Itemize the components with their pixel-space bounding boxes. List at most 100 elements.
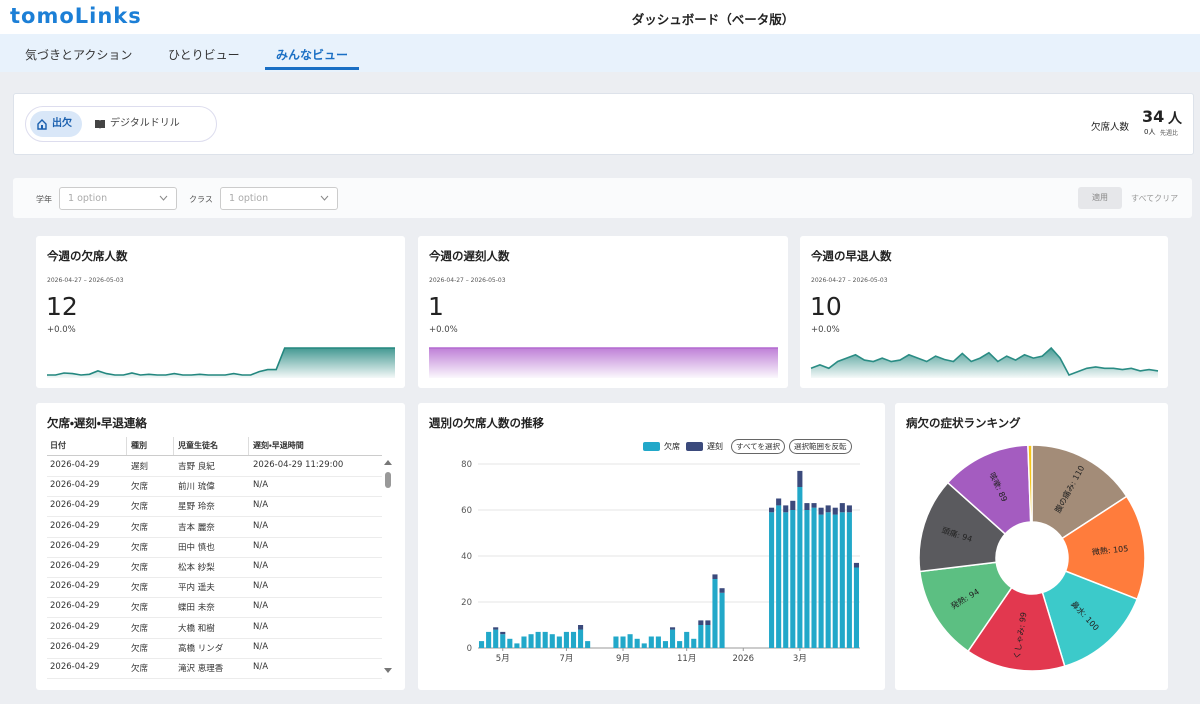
kpi-title: 今週の遅刻人数 [429, 249, 510, 263]
apply-button[interactable]: 適用 [1078, 187, 1122, 209]
kpi-change: +0.0% [811, 325, 840, 335]
summary-change-label: 先週比 [1160, 130, 1179, 137]
legend-button[interactable]: すべてを選択 [731, 439, 786, 454]
table-cell: 2026-04-29 11:29:00 [253, 460, 344, 470]
column-header[interactable]: 種別 [131, 441, 147, 450]
tab[interactable]: ひとりビュー [168, 48, 240, 62]
toggle-label: デジタルドリル [110, 118, 180, 129]
table-cell: 2026-04-29 [50, 480, 100, 491]
table-cell: 遅刻 [131, 462, 149, 472]
legend-label[interactable]: 欠席 [664, 442, 680, 451]
table-cell: 前川 琉偉 [178, 482, 215, 493]
kpi-card: 今週の欠席人数 2026-04-27 – 2026-05-03 12 +0.0% [36, 236, 405, 388]
table-cell: 松本 紗梨 [178, 563, 215, 573]
select[interactable]: 1 option [220, 187, 338, 210]
table-cell: 欠席 [131, 482, 149, 493]
table-cell: N/A [253, 662, 269, 672]
table-cell: 2026-04-29 [50, 601, 100, 612]
row-rule [47, 536, 382, 538]
clear-button[interactable]: すべてクリア [1131, 194, 1179, 203]
kpi-title: 今週の欠席人数 [47, 249, 128, 263]
row-rule [47, 637, 382, 639]
header-rule [47, 455, 382, 456]
table-cell: N/A [253, 561, 269, 571]
column-divider [126, 437, 127, 455]
kpi-value: 10 [810, 292, 842, 321]
row-rule [47, 678, 382, 679]
row-rule [47, 577, 382, 578]
row-rule [47, 476, 382, 477]
card-title: 病欠の症状ランキング [906, 416, 1021, 430]
table-cell: 欠席 [131, 502, 149, 513]
legend-swatch[interactable] [686, 442, 703, 451]
table-cell: 欠席 [131, 522, 149, 533]
row-rule [47, 516, 382, 518]
toggle-button[interactable]: デジタルドリル [88, 111, 190, 137]
column-header[interactable]: 日付 [50, 441, 66, 450]
table-cell: 星野 玲奈 [178, 502, 215, 513]
tab-underline [265, 67, 359, 70]
table-cell: 平内 遥夫 [178, 583, 215, 594]
tab-bar: 気づきとアクション ひとりビュー みんなビュー [0, 34, 1200, 72]
table-cell: N/A [253, 480, 269, 491]
toggle-button[interactable]: 出欠 [30, 111, 82, 137]
table-cell: N/A [253, 601, 269, 612]
table-cell: 2026-04-29 [50, 520, 100, 531]
kpi-period: 2026-04-27 – 2026-05-03 [429, 277, 506, 284]
chevron [159, 195, 168, 201]
legend-button[interactable]: 選択範囲を反転 [789, 439, 852, 454]
page-title: ダッシュボード（ベータ版） [631, 12, 795, 27]
card-title: 週別の欠席人数の推移 [429, 416, 544, 430]
kpi-period: 2026-04-27 – 2026-05-03 [47, 277, 124, 284]
table-cell: 欠席 [131, 563, 149, 573]
kpi-card: 今週の早退人数 2026-04-27 – 2026-05-03 10 +0.0% [800, 236, 1168, 388]
summary-unit: 人 [1168, 111, 1182, 127]
table-cell: N/A [253, 500, 269, 511]
table-cell: 2026-04-29 [50, 641, 100, 652]
legend-label[interactable]: 遅刻 [707, 442, 723, 451]
column-header[interactable]: 児童生徒名 [178, 441, 218, 450]
select-placeholder: 1 option [229, 193, 269, 204]
icon [37, 119, 47, 130]
column-header[interactable]: 遅刻・早退時間 [253, 441, 304, 450]
tab[interactable]: 気づきとアクション [25, 48, 133, 62]
table-cell: 欠席 [131, 542, 149, 553]
row-rule [47, 556, 382, 558]
table-cell: N/A [253, 520, 269, 531]
select-placeholder: 1 option [68, 193, 108, 204]
table-cell: N/A [253, 581, 269, 592]
table-cell: 大橋 和樹 [178, 623, 215, 634]
legend-swatch[interactable] [643, 442, 660, 451]
summary-value: 34 [1142, 107, 1165, 126]
kpi-change: +0.0% [47, 325, 76, 335]
row-rule [47, 496, 382, 498]
table-cell: 2026-04-29 [50, 500, 100, 511]
table-cell: N/A [253, 621, 269, 632]
table-cell: N/A [253, 540, 269, 551]
kpi-period: 2026-04-27 – 2026-05-03 [811, 277, 888, 284]
table-cell: 2026-04-29 [50, 460, 100, 470]
column-divider [173, 437, 174, 455]
kpi-title: 今週の早退人数 [811, 249, 892, 263]
table-cell: 欠席 [131, 664, 149, 674]
table-cell: 欠席 [131, 603, 149, 614]
kpi-value: 12 [46, 292, 78, 321]
kpi-change: +0.0% [429, 325, 458, 335]
logo[interactable]: tomoLinks [10, 4, 142, 28]
kpi-value: 1 [428, 292, 444, 321]
table-cell: 2026-04-29 [50, 540, 100, 551]
toggle-label: 出欠 [52, 118, 72, 129]
summary-label: 欠席人数 [1091, 122, 1130, 133]
chevron [320, 195, 329, 201]
kpi-card: 今週の遅刻人数 2026-04-27 – 2026-05-03 1 +0.0% [418, 236, 788, 388]
tab[interactable]: みんなビュー [276, 48, 349, 62]
table-cell: 2026-04-29 [50, 662, 100, 672]
table-cell: 2026-04-29 [50, 581, 100, 592]
table-card: 欠席・遅刻・早退連絡 日付 種別 児童生徒名 遅刻・早退時間 2026-04-29 遅刻吉… [36, 403, 405, 690]
table-cell: 高橋 リンダ [178, 643, 224, 654]
table-cell: N/A [253, 641, 269, 652]
select[interactable]: 1 option [59, 187, 177, 210]
row-rule [47, 597, 382, 599]
table-cell: 2026-04-29 [50, 561, 100, 571]
